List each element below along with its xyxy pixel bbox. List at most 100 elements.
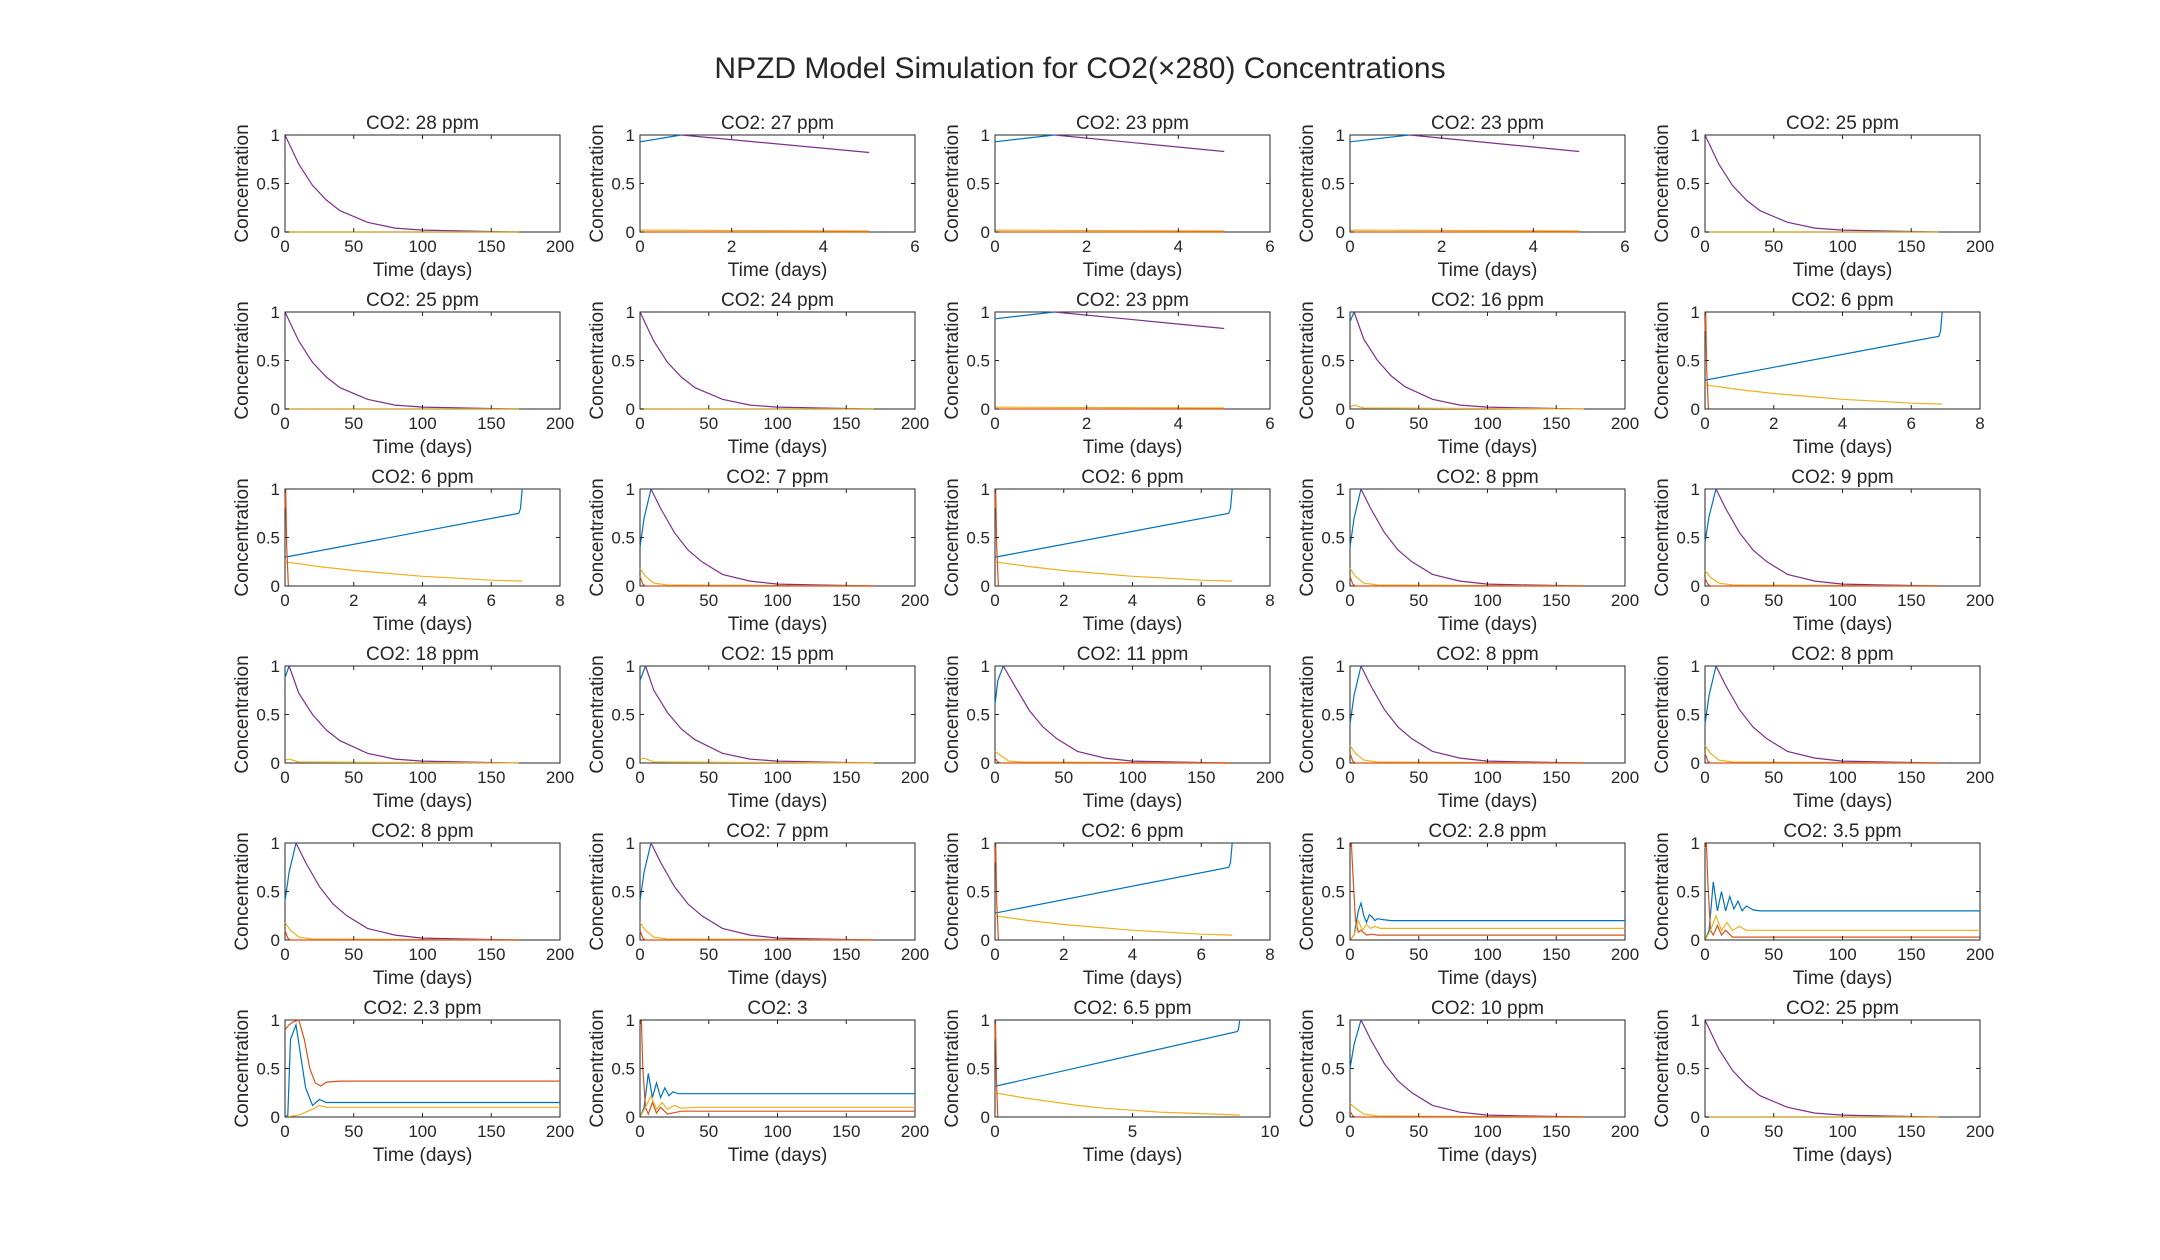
y-tick-label: 0 [271,577,280,596]
x-tick-label: 100 [1473,1122,1501,1141]
y-tick-label: 0.5 [256,706,280,725]
x-axis-label: Time (days) [1083,260,1183,281]
x-axis-label: Time (days) [373,1145,473,1166]
x-tick-label: 100 [1473,768,1501,787]
subplot: 0 50 100 150 200 0 0.5 1 CO2: 10 ppm Time (days) C… [1297,998,1639,1166]
y-tick-label: 0 [1691,577,1700,596]
plot-area [994,311,1271,410]
x-tick-label: 0 [280,591,289,610]
y-axis-label: Concentration [232,655,253,773]
series-line-z [1349,404,1584,410]
series-line-d [650,488,874,587]
y-tick-label: 0 [626,931,635,950]
subplot-title: CO2: 11 ppm [1077,644,1189,665]
x-tick-label: 0 [635,414,644,433]
x-tick-label: 100 [408,1122,436,1141]
x-tick-label: 150 [477,237,505,256]
y-tick-label: 0.5 [966,706,990,725]
x-tick-label: 0 [280,1122,289,1141]
y-tick-label: 0 [981,1108,990,1127]
x-tick-label: 50 [699,768,718,787]
subplot-title: CO2: 25 ppm [366,290,479,311]
series-line-d [639,311,874,410]
y-tick-label: 0 [271,400,280,419]
series-line-p [1704,311,1709,410]
y-tick-label: 1 [1336,303,1345,322]
subplot-title: CO2: 8 ppm [1436,644,1538,665]
series-line-n [285,488,523,558]
y-tick-label: 0.5 [1321,706,1345,725]
x-tick-label: 200 [901,414,929,433]
series-line-z [284,561,523,582]
x-tick-label: 50 [1054,768,1073,787]
x-tick-label: 150 [1542,768,1570,787]
y-tick-label: 0.5 [611,529,635,548]
x-tick-label: 100 [408,237,436,256]
series-line-d [1360,488,1584,587]
x-axis-label: Time (days) [1793,437,1893,458]
y-tick-label: 0 [981,754,990,773]
y-tick-label: 1 [981,834,990,853]
subplot-title: CO2: 16 ppm [1431,290,1544,311]
x-tick-label: 4 [1174,414,1183,433]
plot-area [994,1019,1271,1118]
series-line-p [1349,1110,1584,1118]
y-tick-label: 0.5 [1676,706,1700,725]
subplot-title: CO2: 8 ppm [1436,467,1538,488]
x-tick-label: 8 [1265,945,1274,964]
x-tick-label: 2 [1437,237,1446,256]
x-tick-label: 150 [1897,768,1925,787]
y-tick-label: 0.5 [966,1060,990,1079]
x-axis-label: Time (days) [1438,260,1538,281]
x-tick-label: 0 [990,1122,999,1141]
x-tick-label: 6 [1265,414,1274,433]
series-line-p [1349,753,1584,764]
series-line-d [1715,488,1939,587]
x-tick-label: 150 [832,945,860,964]
y-axis-label: Concentration [1297,124,1318,242]
y-tick-label: 0 [1336,223,1345,242]
plot-area [1349,488,1626,587]
series-line-d [1360,1019,1584,1118]
series-line-z [639,229,870,232]
subplot: 0 50 100 150 200 0 0.5 1 CO2: 24 ppm Time (days) C… [587,290,929,458]
x-tick-label: 100 [763,1122,791,1141]
subplot: 0 2 4 6 0 0.5 1 CO2: 23 ppm Time (days) Concentra… [942,290,1275,458]
x-tick-label: 0 [280,768,289,787]
y-tick-label: 0 [1691,223,1700,242]
subplot-title: CO2: 6 ppm [1791,290,1893,311]
x-tick-label: 100 [763,768,791,787]
series-line-n [1704,881,1980,941]
series-line-z [639,1094,915,1118]
plot-area [639,311,916,410]
x-axis-label: Time (days) [1793,791,1893,812]
y-tick-label: 0 [981,577,990,596]
y-tick-label: 0.5 [1676,352,1700,371]
x-tick-label: 100 [408,414,436,433]
x-axis-label: Time (days) [1438,968,1538,989]
series-line-z [994,915,1233,936]
subplot: 0 50 100 150 200 0 0.5 1 CO2: 8 ppm Time (days) Co… [232,821,574,989]
x-tick-label: 2 [1059,945,1068,964]
subplot-title: CO2: 23 ppm [1431,113,1544,134]
series-line-z [1349,745,1584,764]
x-tick-label: 0 [1345,768,1354,787]
x-tick-label: 6 [1620,237,1629,256]
x-tick-label: 150 [1542,591,1570,610]
subplot-title: CO2: 3 [747,998,807,1019]
subplot-title: CO2: 9 ppm [1791,467,1893,488]
y-tick-label: 0.5 [611,352,635,371]
subplot: 0 50 100 150 200 0 0.5 1 CO2: 11 ppm Time (days) C… [942,644,1284,812]
y-axis-label: Concentration [1297,655,1318,773]
x-tick-label: 8 [1265,591,1274,610]
y-tick-label: 1 [1336,126,1345,145]
y-tick-label: 0.5 [1321,175,1345,194]
y-tick-label: 0.5 [256,883,280,902]
series-line-p [284,930,519,941]
y-tick-label: 0 [981,400,990,419]
series-line-n [995,488,1233,558]
series-line-n [1705,311,1943,381]
series-line-n [639,134,682,143]
y-tick-label: 1 [1691,657,1700,676]
x-tick-label: 50 [1764,591,1783,610]
